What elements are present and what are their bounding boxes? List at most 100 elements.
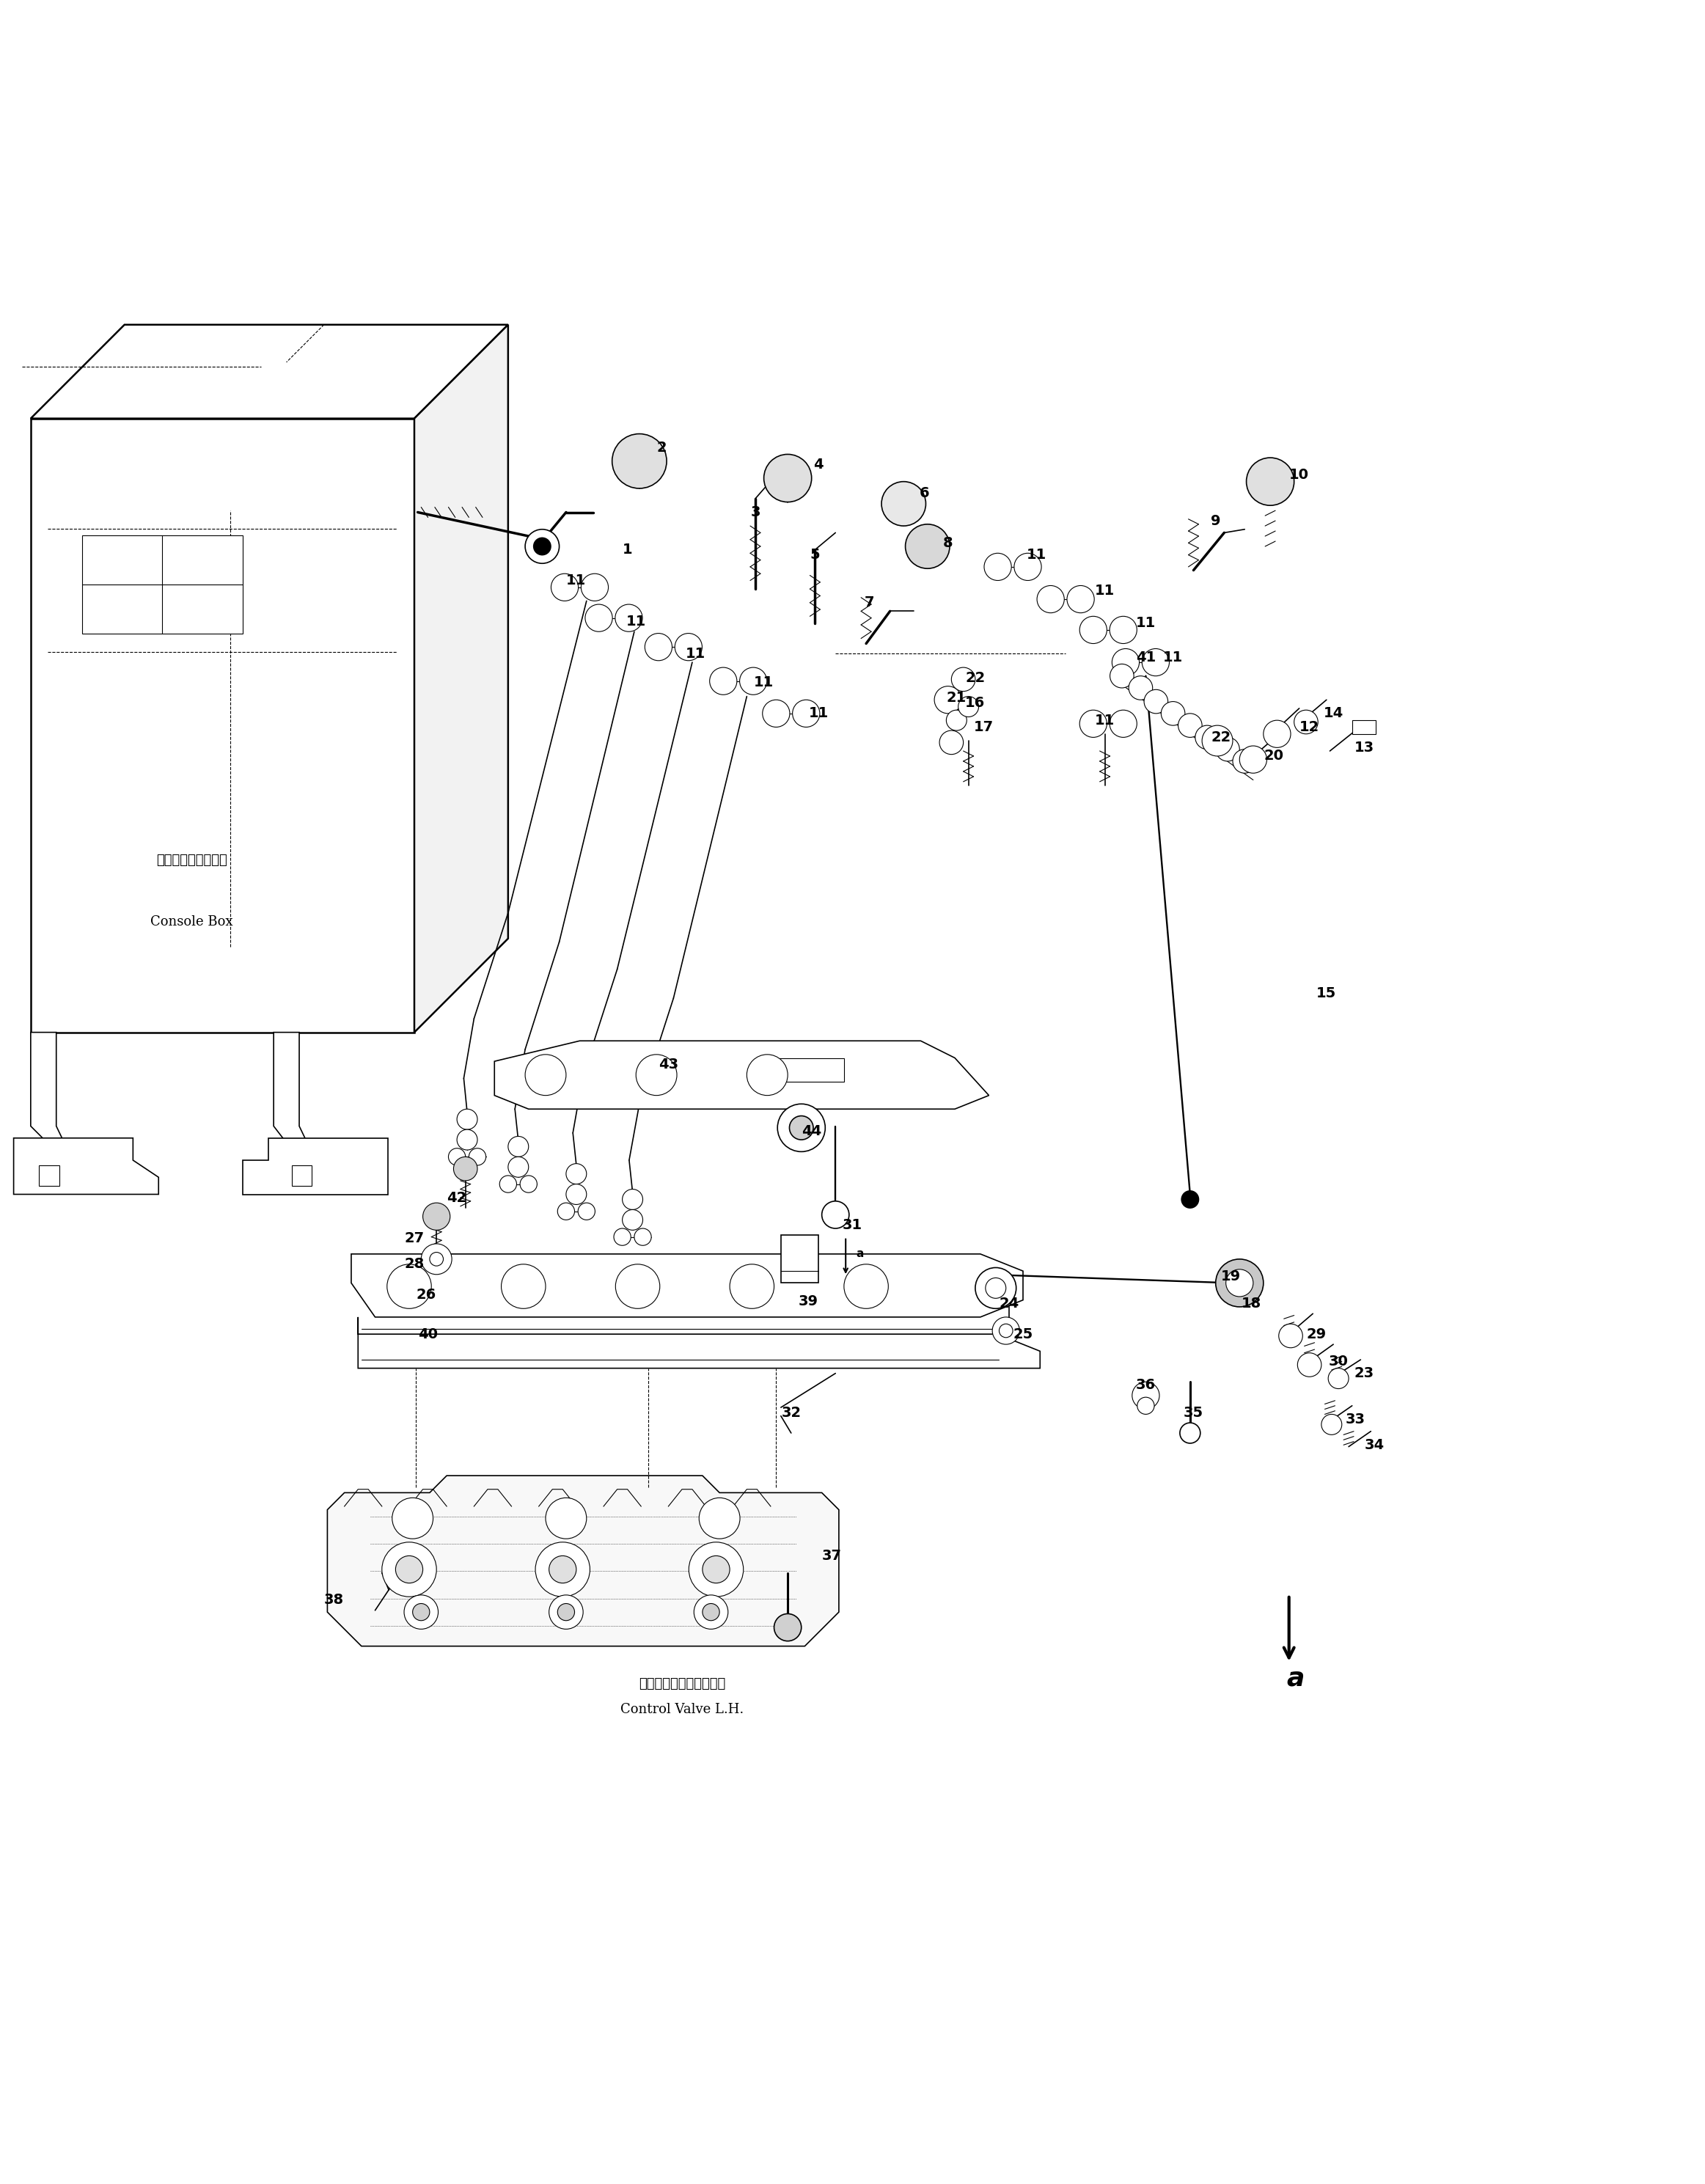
Circle shape: [694, 1594, 728, 1629]
Circle shape: [975, 1267, 1016, 1308]
Circle shape: [689, 1542, 743, 1597]
Text: 29: 29: [1306, 1328, 1326, 1341]
Text: 35: 35: [1183, 1406, 1204, 1420]
Text: 17: 17: [974, 721, 994, 734]
Text: 22: 22: [965, 670, 985, 684]
Circle shape: [636, 1055, 677, 1096]
Circle shape: [413, 1603, 430, 1621]
Circle shape: [508, 1136, 529, 1158]
Circle shape: [558, 1603, 575, 1621]
Bar: [39, 1166, 60, 1186]
Text: 31: 31: [842, 1219, 863, 1232]
Circle shape: [551, 574, 578, 601]
Text: 11: 11: [1026, 548, 1047, 561]
Text: 30: 30: [1328, 1354, 1349, 1369]
Circle shape: [985, 1278, 1006, 1297]
Text: Console Box: Console Box: [150, 915, 234, 928]
Circle shape: [946, 710, 967, 729]
Circle shape: [525, 529, 559, 563]
Text: 18: 18: [1241, 1297, 1262, 1310]
Text: a: a: [1287, 1666, 1304, 1690]
Circle shape: [1182, 1190, 1199, 1208]
Text: 38: 38: [324, 1592, 344, 1607]
Circle shape: [675, 633, 702, 660]
Circle shape: [616, 1265, 660, 1308]
Circle shape: [581, 574, 609, 601]
Circle shape: [578, 1203, 595, 1221]
Text: 1: 1: [622, 544, 633, 557]
Text: 8: 8: [943, 535, 953, 550]
Circle shape: [1137, 1398, 1154, 1415]
Circle shape: [1144, 690, 1168, 714]
Circle shape: [454, 1158, 477, 1182]
Circle shape: [457, 1129, 477, 1151]
Circle shape: [984, 553, 1011, 581]
Circle shape: [508, 1158, 529, 1177]
Circle shape: [622, 1210, 643, 1230]
Text: 11: 11: [566, 574, 587, 587]
Circle shape: [709, 668, 737, 695]
Text: 7: 7: [864, 596, 875, 609]
Polygon shape: [414, 325, 508, 1033]
Circle shape: [1216, 738, 1240, 762]
Text: 11: 11: [1136, 616, 1156, 629]
Circle shape: [612, 435, 667, 489]
Circle shape: [1014, 553, 1042, 581]
Text: 13: 13: [1354, 740, 1374, 753]
Circle shape: [469, 1149, 486, 1166]
Circle shape: [702, 1555, 730, 1583]
Circle shape: [1180, 1422, 1200, 1444]
Text: 26: 26: [416, 1289, 436, 1302]
Circle shape: [702, 1603, 720, 1621]
Text: 40: 40: [418, 1328, 438, 1341]
Bar: [292, 1166, 312, 1186]
Circle shape: [392, 1498, 433, 1540]
Circle shape: [958, 697, 979, 716]
Text: 42: 42: [447, 1190, 467, 1206]
Text: 22: 22: [1211, 729, 1231, 745]
Text: コンソールボックス: コンソールボックス: [157, 854, 227, 867]
Circle shape: [404, 1594, 438, 1629]
Circle shape: [747, 1055, 788, 1096]
Circle shape: [730, 1265, 774, 1308]
Circle shape: [1067, 585, 1095, 614]
Text: 11: 11: [1095, 583, 1115, 598]
Text: 37: 37: [822, 1548, 842, 1564]
Text: 24: 24: [999, 1297, 1020, 1310]
Circle shape: [534, 537, 551, 555]
Circle shape: [549, 1594, 583, 1629]
Text: a: a: [856, 1249, 863, 1260]
Circle shape: [1129, 677, 1153, 699]
Text: 16: 16: [965, 697, 985, 710]
Polygon shape: [358, 1317, 1040, 1367]
Circle shape: [1226, 1269, 1253, 1297]
Circle shape: [1142, 649, 1170, 677]
Text: 36: 36: [1136, 1378, 1156, 1391]
Circle shape: [1132, 1382, 1159, 1409]
Text: 2: 2: [656, 441, 667, 454]
Circle shape: [740, 668, 767, 695]
Circle shape: [1178, 714, 1202, 738]
Bar: [776, 1057, 844, 1081]
Circle shape: [1161, 701, 1185, 725]
Circle shape: [525, 1055, 566, 1096]
Text: 44: 44: [801, 1125, 822, 1138]
Text: 11: 11: [1095, 714, 1115, 727]
Polygon shape: [273, 1033, 321, 1190]
Circle shape: [423, 1203, 450, 1230]
Circle shape: [614, 1227, 631, 1245]
Circle shape: [1110, 710, 1137, 738]
Text: 43: 43: [658, 1057, 679, 1072]
Circle shape: [822, 1201, 849, 1227]
Circle shape: [457, 1109, 477, 1129]
Text: 28: 28: [404, 1258, 425, 1271]
Text: 11: 11: [685, 646, 706, 662]
Polygon shape: [31, 1033, 77, 1190]
Circle shape: [1321, 1415, 1342, 1435]
Circle shape: [881, 483, 926, 526]
Circle shape: [622, 1190, 643, 1210]
Circle shape: [1233, 749, 1257, 773]
Circle shape: [774, 1614, 801, 1640]
Circle shape: [934, 686, 962, 714]
Text: 15: 15: [1316, 987, 1337, 1000]
